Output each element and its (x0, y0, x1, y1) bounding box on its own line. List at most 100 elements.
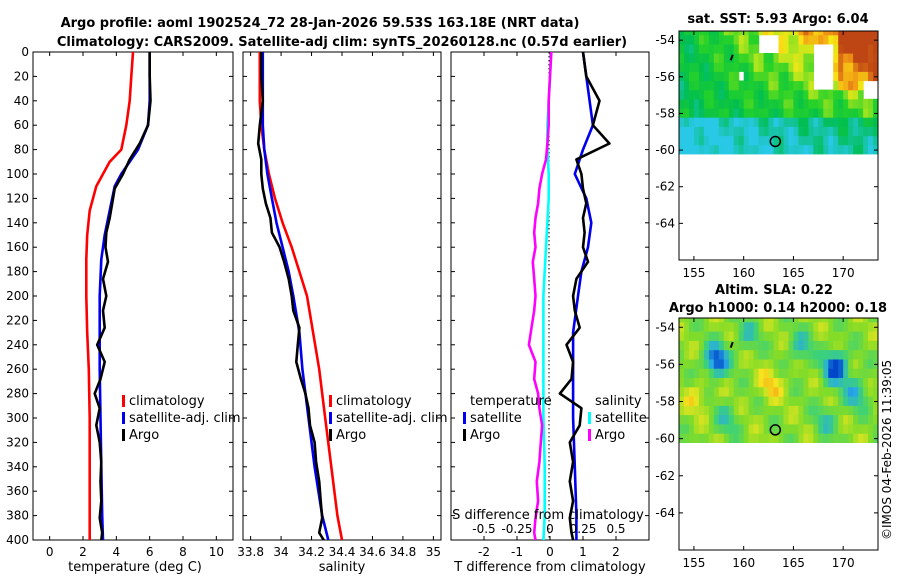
sla-cell (753, 386, 760, 397)
sst-cell (738, 117, 745, 127)
sst-cell (758, 135, 765, 146)
sla-cell (718, 423, 725, 434)
sla-cell (808, 405, 814, 416)
sst-cell (733, 31, 740, 36)
salinity-legend: climatology satellite-adj. clim Argo (329, 394, 448, 443)
sla-cell (728, 318, 735, 323)
sla-cell (788, 386, 795, 397)
sst-cell (743, 117, 750, 127)
y-tick-label: 320 (6, 435, 29, 449)
sst-cell (723, 98, 730, 109)
sla-cell (788, 368, 795, 378)
sla-cell (738, 368, 745, 378)
sst-cell (858, 126, 864, 137)
sla-cell (753, 340, 760, 351)
sst-cell (733, 71, 740, 82)
sla-cell (803, 423, 809, 434)
sst-cell (858, 117, 864, 127)
sst-cell (778, 53, 785, 63)
sst-cell (873, 71, 878, 82)
sst-cell (848, 126, 854, 137)
sst-cell (863, 117, 869, 127)
sst-cell (773, 144, 780, 155)
y-tick-label: 300 (6, 411, 29, 425)
sst-cell (818, 117, 824, 127)
sla-cell (838, 433, 844, 443)
sla-cell (684, 318, 690, 323)
sla-cell (873, 405, 878, 416)
sla-cell (803, 433, 809, 443)
sst-cell (868, 31, 874, 36)
sla-cell (768, 349, 775, 360)
sst-cell (728, 89, 735, 100)
x-tick-label: 33.8 (237, 545, 264, 559)
sst-cell (833, 117, 839, 127)
sst-cell (713, 43, 720, 54)
map-x-tick-label: 155 (682, 556, 705, 570)
sla-cell (753, 377, 760, 388)
sst-cell (848, 107, 854, 118)
sla-cell (848, 405, 854, 416)
sst-cell (763, 117, 770, 127)
sst-map-ticks: 155 160 165 170 -54 -56 -58 -60 -62 -64 (655, 31, 878, 280)
x-tick-label: 2 (79, 545, 87, 559)
sla-cell (698, 358, 705, 369)
sst-cell (689, 53, 695, 63)
sst-cell (708, 62, 715, 72)
sla-cell (803, 368, 809, 378)
sla-cell (818, 433, 824, 443)
sst-cell (828, 98, 834, 109)
sla-cell (808, 423, 814, 434)
island-mark (729, 54, 734, 61)
sla-cell (773, 349, 780, 360)
sst-cell (873, 98, 878, 109)
sst-map-frame (678, 30, 879, 261)
sst-cell (763, 144, 770, 155)
sla-cell (708, 396, 715, 406)
sst-cell (788, 126, 795, 137)
sst-cell (698, 62, 705, 72)
sla-cell (728, 414, 735, 425)
sla-cell (868, 386, 874, 397)
sla-cell (793, 433, 799, 443)
sst-cell (808, 80, 814, 91)
sla-cell (823, 318, 829, 323)
map-y-tick-label: -64 (655, 506, 675, 520)
sla-cell (689, 405, 695, 416)
sla-cell (718, 331, 725, 341)
sla-cell (873, 368, 878, 378)
x-tick-label: 2 (612, 545, 620, 559)
sla-cell (793, 414, 799, 425)
sst-cell (689, 107, 695, 118)
sst-cell (733, 80, 740, 91)
sla-cell (783, 331, 790, 341)
sst-cell (798, 89, 804, 100)
sla-cell (689, 318, 695, 323)
sla-cell (763, 318, 770, 323)
sst-cell (858, 31, 864, 36)
sla-cell (818, 423, 824, 434)
sla-cell (689, 386, 695, 397)
legend-label-satellite: satellite-adj. clim (336, 411, 448, 426)
sst-cell (793, 107, 799, 118)
sst-cell (693, 71, 700, 82)
sla-cell (689, 331, 695, 341)
sla-cell (748, 349, 755, 360)
sla-cell (713, 318, 720, 323)
sla-cell (783, 340, 790, 351)
sst-cell (768, 62, 775, 72)
sst-cell (863, 62, 869, 72)
y-tick-label: 40 (14, 94, 29, 108)
sst-cell (723, 34, 730, 45)
map-y-tick-label: -64 (655, 216, 675, 230)
sst-cell (753, 43, 760, 54)
sst-cell (843, 53, 849, 63)
sla-cell (778, 318, 785, 323)
sst-cell (863, 126, 869, 137)
sst-cell (689, 144, 695, 155)
sla-cell (823, 386, 829, 397)
sla-cell (848, 396, 854, 406)
sla-cell (843, 349, 849, 360)
sla-cell (763, 423, 770, 434)
sla-cell (808, 340, 814, 351)
